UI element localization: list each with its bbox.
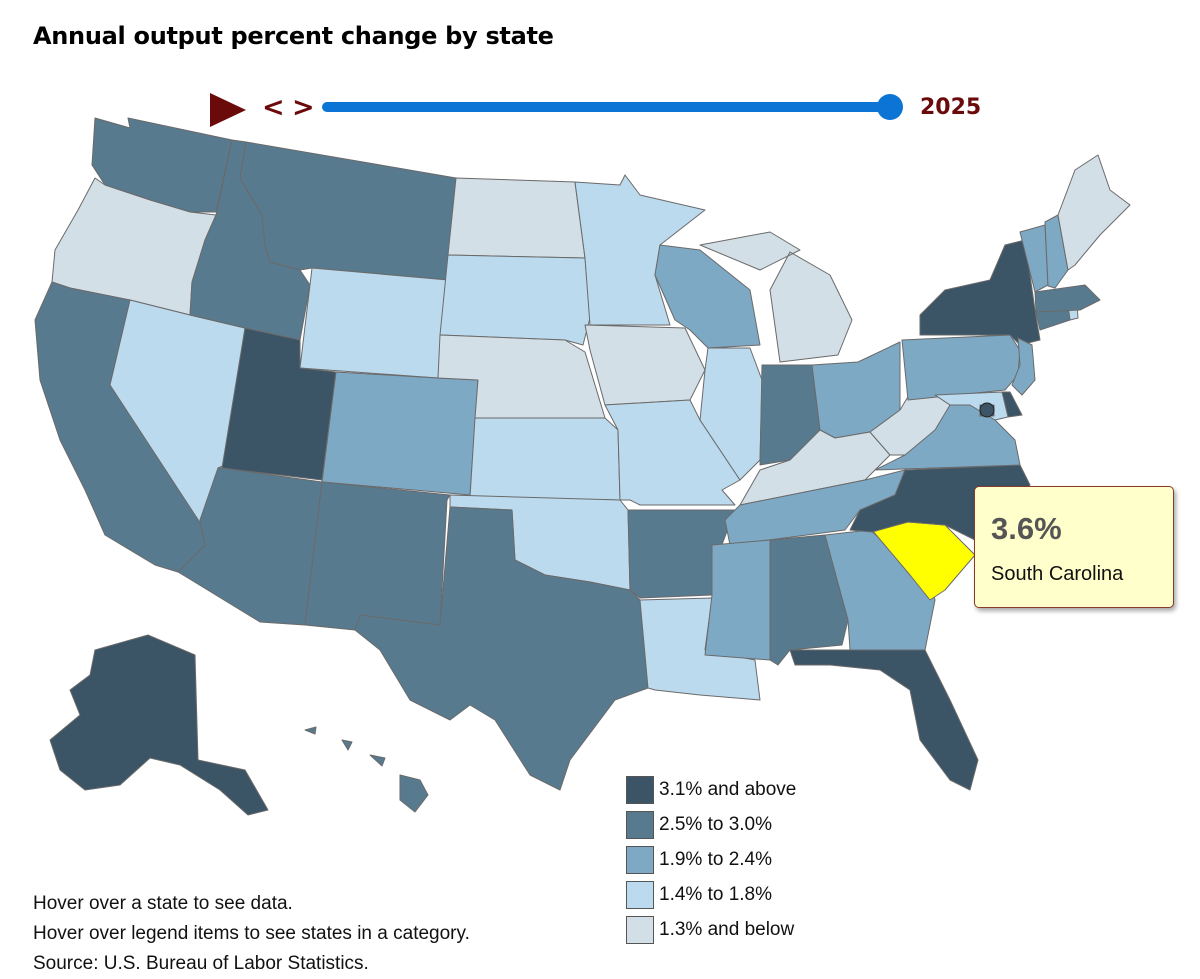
state-tooltip: 3.6% South Carolina [974,486,1174,608]
prev-year-button[interactable]: < [262,92,285,123]
state-new-hampshire[interactable] [1044,214,1069,289]
legend-label: 1.4% to 1.8% [659,884,773,905]
state-pennsylvania[interactable] [901,334,1021,401]
legend-swatch [626,776,654,804]
tooltip-value: 3.6% [991,511,1062,546]
state-maine[interactable] [1057,154,1131,271]
notes: Hover over a state to see data. Hover ov… [33,889,470,979]
legend-label: 1.9% to 2.4% [659,849,773,870]
dc-marker [979,402,995,418]
state-washington[interactable] [91,117,233,213]
source-note: Source: U.S. Bureau of Labor Statistics. [33,953,369,974]
year-slider-track[interactable] [322,102,892,112]
state-mississippi[interactable] [704,539,771,661]
state-wyoming[interactable] [299,267,449,379]
hover-state-note: Hover over a state to see data. [33,893,293,914]
state-massachusetts[interactable] [1034,284,1101,313]
state-florida[interactable] [789,649,979,791]
year-label: 2025 [920,95,982,120]
next-year-button[interactable]: > [292,92,315,123]
year-slider-handle[interactable] [877,94,903,120]
state-texas[interactable] [354,506,649,791]
state-illinois[interactable] [699,347,763,481]
legend-swatch [626,846,654,874]
chart-title: Annual output percent change by state [33,22,554,50]
state-montana[interactable] [239,141,457,281]
legend-label: 2.5% to 3.0% [659,814,773,835]
state-new-mexico[interactable] [304,481,451,631]
state-south-dakota[interactable] [439,254,591,346]
state-north-dakota[interactable] [447,177,586,259]
legend-swatch [626,811,654,839]
legend-swatch [626,881,654,909]
state-new-york[interactable] [919,239,1041,346]
state-new-jersey[interactable] [1011,337,1036,396]
legend-swatch [626,916,654,944]
legend-label: 1.3% and below [659,919,795,940]
state-kansas[interactable] [469,417,621,501]
state-alaska[interactable] [49,634,269,816]
state-missouri[interactable] [604,399,741,506]
state-colorado[interactable] [321,371,479,496]
tooltip-state-name: South Carolina [991,563,1124,585]
play-button[interactable] [210,93,246,127]
hover-legend-note: Hover over legend items to see states in… [33,923,470,944]
state-hawaii[interactable] [304,726,429,813]
legend-label: 3.1% and above [659,779,797,800]
state-iowa[interactable] [584,324,706,406]
state-michigan[interactable] [699,231,853,363]
